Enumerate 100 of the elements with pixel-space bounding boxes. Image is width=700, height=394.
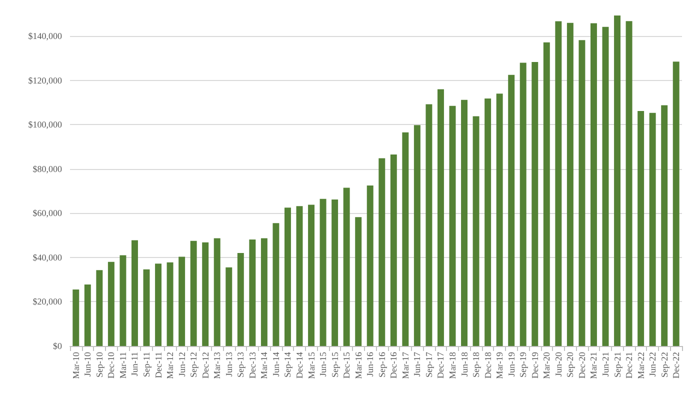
x-tick-label: Mar-13 bbox=[212, 352, 222, 379]
x-tick-label: Dec-10 bbox=[106, 352, 116, 378]
x-tick-label: Sep-22 bbox=[659, 352, 670, 378]
x-tick-label: Jun-21 bbox=[600, 352, 610, 376]
bar bbox=[366, 186, 374, 346]
x-tick-label: Jun-13 bbox=[224, 352, 234, 376]
x-tick-label: Jun-14 bbox=[270, 352, 281, 376]
bar bbox=[296, 206, 303, 346]
bar bbox=[426, 104, 432, 346]
x-tick-label: Sep-10 bbox=[94, 352, 104, 378]
y-tick-label: $100,000 bbox=[28, 120, 62, 130]
bar bbox=[332, 199, 338, 346]
y-tick-label: $20,000 bbox=[32, 296, 62, 307]
x-tick-label: Mar-22 bbox=[636, 352, 646, 379]
bar bbox=[496, 94, 503, 346]
x-tick-label: Sep-18 bbox=[471, 352, 482, 378]
bar bbox=[661, 105, 668, 346]
x-tick-label: Mar-17 bbox=[400, 352, 410, 379]
x-tick-label: Jun-18 bbox=[459, 352, 470, 376]
bar bbox=[672, 62, 680, 346]
y-tick-label: $0 bbox=[53, 341, 62, 351]
x-tick-label: Mar-15 bbox=[306, 352, 316, 379]
x-tick-label: Jun-16 bbox=[365, 352, 376, 376]
x-tick-label: Mar-19 bbox=[494, 352, 505, 379]
bar bbox=[84, 284, 91, 346]
x-tick-label: Sep-20 bbox=[565, 352, 576, 378]
x-tick-label: Dec-18 bbox=[482, 352, 493, 378]
bar bbox=[602, 26, 609, 346]
bar bbox=[226, 267, 232, 346]
x-tick-label: Dec-21 bbox=[624, 352, 634, 378]
bar bbox=[543, 42, 550, 346]
bar bbox=[108, 262, 114, 346]
x-tick-label: Mar-18 bbox=[448, 352, 458, 379]
bar bbox=[237, 253, 244, 346]
x-tick-label: Sep-12 bbox=[188, 352, 199, 378]
bar bbox=[449, 106, 456, 346]
bar bbox=[143, 269, 150, 346]
bar bbox=[214, 238, 220, 346]
x-tick-label: Jun-12 bbox=[176, 352, 187, 376]
bar bbox=[520, 62, 526, 346]
bar bbox=[166, 262, 174, 346]
bar bbox=[626, 21, 632, 346]
bar bbox=[472, 116, 480, 346]
bar bbox=[414, 125, 420, 346]
x-tick-label: Dec-16 bbox=[388, 352, 399, 378]
bar bbox=[249, 240, 256, 346]
bar bbox=[178, 256, 186, 346]
bar bbox=[155, 264, 162, 346]
bar bbox=[461, 100, 468, 346]
bar bbox=[131, 240, 138, 346]
bar bbox=[390, 154, 397, 346]
y-tick-label: $40,000 bbox=[32, 252, 62, 262]
x-tick-label: Mar-10 bbox=[70, 352, 81, 379]
bar bbox=[638, 110, 644, 346]
bar bbox=[272, 223, 280, 346]
x-tick-label: Jun-20 bbox=[553, 352, 564, 376]
x-tick-label: Dec-11 bbox=[153, 352, 164, 378]
bar bbox=[308, 204, 315, 346]
bar bbox=[566, 22, 574, 346]
bar bbox=[72, 290, 80, 346]
x-tick-label: Sep-16 bbox=[376, 352, 387, 378]
x-tick-label: Jun-19 bbox=[506, 352, 516, 376]
bar bbox=[96, 270, 103, 346]
bar bbox=[402, 132, 409, 346]
bar bbox=[649, 112, 656, 346]
y-tick-label: $140,000 bbox=[28, 31, 62, 42]
x-tick-label: Sep-19 bbox=[518, 352, 528, 378]
x-tick-label: Jun-22 bbox=[648, 352, 658, 376]
bar bbox=[508, 74, 515, 346]
bar bbox=[614, 16, 621, 346]
x-tick-label: Mar-11 bbox=[118, 352, 128, 378]
x-tick-label: Dec-12 bbox=[200, 352, 210, 378]
x-tick-label: Mar-14 bbox=[259, 352, 270, 379]
x-tick-label: Sep-15 bbox=[330, 352, 340, 378]
bar bbox=[437, 89, 444, 346]
x-tick-label: Sep-21 bbox=[612, 352, 622, 378]
bar bbox=[355, 217, 362, 346]
x-tick-label: Dec-19 bbox=[530, 352, 540, 378]
x-tick-label: Dec-20 bbox=[576, 352, 587, 378]
x-tick-label: Sep-17 bbox=[424, 352, 434, 378]
x-tick-label: Mar-12 bbox=[165, 352, 176, 379]
bar bbox=[202, 242, 209, 346]
x-tick-label: Sep-13 bbox=[236, 352, 246, 378]
x-tick-label: Dec-13 bbox=[247, 352, 258, 378]
x-tick-label: Mar-16 bbox=[353, 352, 364, 379]
y-tick-label: $60,000 bbox=[32, 208, 62, 218]
bar bbox=[378, 158, 386, 346]
bar bbox=[343, 188, 350, 346]
bar bbox=[590, 23, 597, 346]
x-tick-label: Dec-15 bbox=[342, 352, 352, 378]
x-tick-label: Jun-11 bbox=[130, 352, 140, 376]
bar bbox=[284, 208, 291, 346]
bar bbox=[484, 98, 492, 346]
bar bbox=[555, 21, 562, 346]
bar bbox=[578, 40, 586, 346]
x-tick-label: Dec-22 bbox=[671, 352, 682, 378]
x-tick-label: Dec-17 bbox=[436, 352, 446, 378]
x-tick-label: Mar-21 bbox=[588, 352, 599, 379]
x-tick-label: Sep-14 bbox=[282, 352, 293, 378]
x-tick-label: Sep-11 bbox=[142, 352, 152, 378]
